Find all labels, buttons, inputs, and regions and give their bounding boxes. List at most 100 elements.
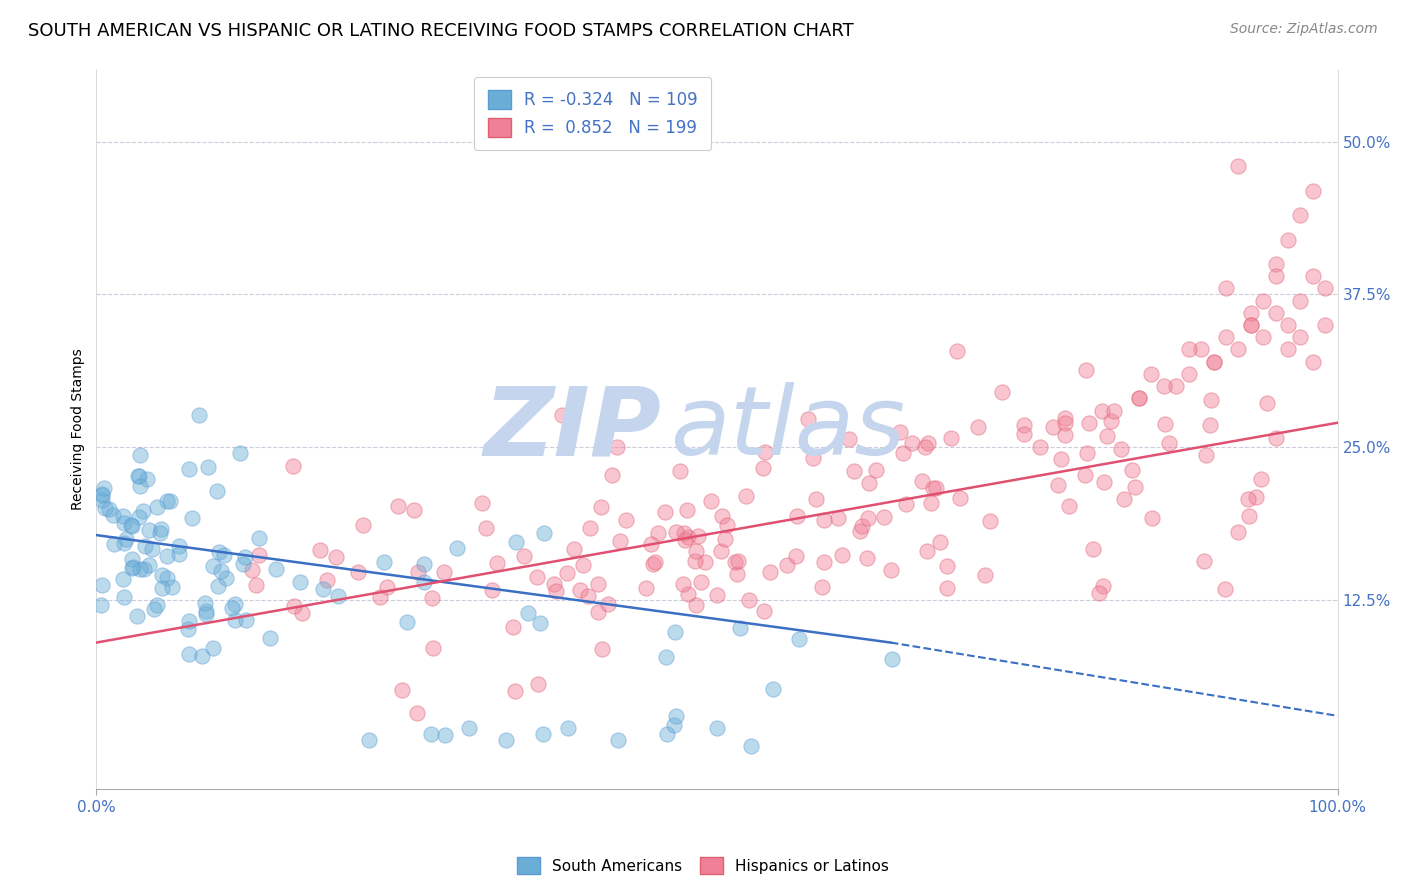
Point <box>1050 451 1073 466</box>
Point <box>945 343 967 358</box>
Point <box>787 632 810 646</box>
Point <box>159 494 181 508</box>
Point <box>138 558 160 573</box>
Point <box>1153 379 1175 393</box>
Point <box>433 565 456 579</box>
Point <box>1302 184 1324 198</box>
Point <box>1227 525 1250 540</box>
Point <box>93 501 115 516</box>
Point <box>1251 293 1274 308</box>
Point <box>591 642 613 657</box>
Point <box>224 613 246 627</box>
Point <box>353 517 375 532</box>
Point <box>132 562 155 576</box>
Point <box>1227 159 1250 173</box>
Point <box>312 582 335 597</box>
Point <box>588 577 610 591</box>
Point <box>387 499 409 513</box>
Point <box>1157 435 1180 450</box>
Point <box>827 510 849 524</box>
Point <box>402 503 425 517</box>
Point <box>891 446 914 460</box>
Point <box>797 411 820 425</box>
Point <box>122 560 145 574</box>
Point <box>150 568 173 582</box>
Point <box>316 573 339 587</box>
Point <box>221 601 243 615</box>
Point <box>710 544 733 558</box>
Point <box>167 547 190 561</box>
Point <box>1264 257 1286 271</box>
Point <box>690 574 713 589</box>
Point <box>880 563 903 577</box>
Point <box>93 482 115 496</box>
Point <box>259 631 281 645</box>
Point <box>991 384 1014 399</box>
Point <box>128 468 150 483</box>
Point <box>214 548 236 562</box>
Point <box>609 533 631 548</box>
Point <box>562 542 585 557</box>
Point <box>112 590 135 604</box>
Point <box>1102 403 1125 417</box>
Point <box>125 609 148 624</box>
Point <box>1199 392 1222 407</box>
Point <box>759 565 782 579</box>
Point <box>673 533 696 547</box>
Point <box>129 479 152 493</box>
Point <box>187 409 209 423</box>
Point <box>1123 480 1146 494</box>
Point <box>359 733 381 747</box>
Point <box>939 431 962 445</box>
Point <box>247 548 270 562</box>
Point <box>1053 428 1076 442</box>
Point <box>856 511 879 525</box>
Point <box>90 487 112 501</box>
Point <box>831 548 853 562</box>
Point <box>676 503 699 517</box>
Point <box>728 621 751 635</box>
Point <box>1277 318 1299 332</box>
Point <box>685 543 707 558</box>
Point <box>209 564 232 578</box>
Point <box>1189 343 1212 357</box>
Point <box>527 676 550 690</box>
Point <box>1315 281 1337 295</box>
Point <box>936 558 959 573</box>
Point <box>1128 392 1150 406</box>
Point <box>1251 330 1274 344</box>
Point <box>412 574 434 589</box>
Point <box>121 518 143 533</box>
Point <box>967 420 990 434</box>
Point <box>569 582 592 597</box>
Point <box>725 567 748 582</box>
Point <box>762 682 785 697</box>
Point <box>1078 416 1101 430</box>
Point <box>1256 396 1278 410</box>
Point <box>1202 354 1225 368</box>
Point <box>191 648 214 663</box>
Point <box>1240 318 1263 332</box>
Point <box>1076 363 1098 377</box>
Point <box>974 567 997 582</box>
Point <box>368 591 391 605</box>
Point <box>1177 367 1199 381</box>
Point <box>197 459 219 474</box>
Point <box>457 721 479 735</box>
Point <box>195 607 218 621</box>
Point <box>738 592 761 607</box>
Point <box>948 491 970 506</box>
Point <box>156 571 179 585</box>
Point <box>112 572 135 586</box>
Point <box>1076 446 1098 460</box>
Point <box>291 607 314 621</box>
Point <box>724 555 747 569</box>
Point <box>979 515 1001 529</box>
Point <box>776 558 799 573</box>
Point <box>1053 411 1076 425</box>
Text: atlas: atlas <box>669 383 905 475</box>
Point <box>716 518 738 533</box>
Point <box>1302 269 1324 284</box>
Y-axis label: Receiving Food Stamps: Receiving Food Stamps <box>72 348 86 509</box>
Point <box>194 596 217 610</box>
